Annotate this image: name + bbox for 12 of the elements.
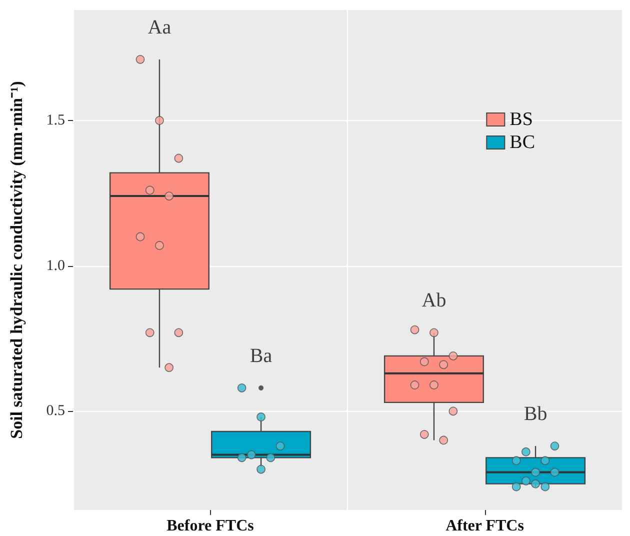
y-tick-label: 1.0 [46,258,65,274]
annotation: Ab [422,290,446,312]
y-axis-title: Soil saturated hydraulic conductivity (mm·min⁻¹) [7,81,26,439]
legend-label: BS [510,109,533,130]
legend-label: BC [510,132,536,153]
y-tick-label: 1.5 [46,112,65,128]
x-tick-label: After FTCs [446,518,524,534]
x-tick-label: Before FTCs [166,518,254,534]
annotation: Aa [148,16,172,38]
y-tick-label: 0.5 [46,403,65,420]
annotation: Ba [250,344,272,367]
annotation: Bb [524,403,548,426]
